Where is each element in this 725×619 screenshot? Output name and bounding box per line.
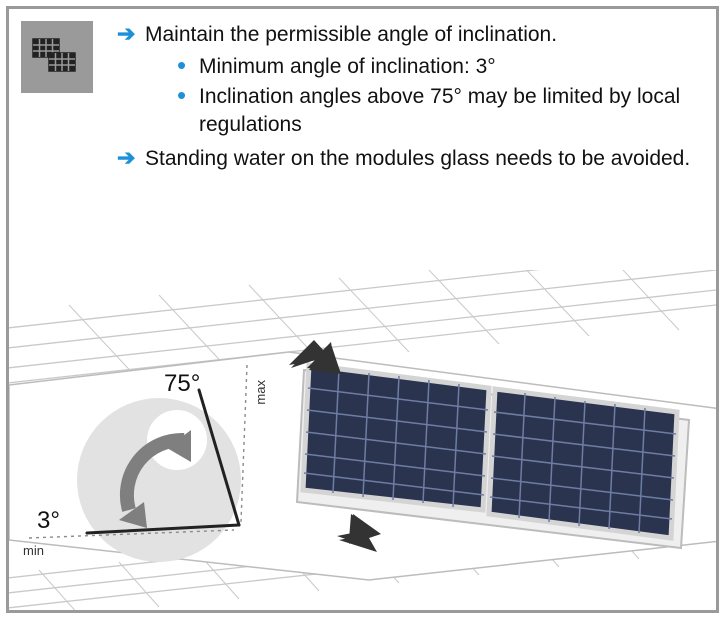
sub-bullet-list: • Minimum angle of inclination: 3° • Inc…	[177, 53, 698, 139]
bullet-arrow: ➔ Standing water on the modules glass ne…	[117, 145, 698, 173]
sub-bullet: • Minimum angle of inclination: 3°	[177, 53, 698, 81]
min-label: min	[23, 543, 44, 558]
bullet-text: Standing water on the modules glass need…	[145, 145, 690, 173]
dot-icon: •	[177, 53, 199, 77]
angle-max-label: 75°	[164, 370, 200, 398]
bullet-text: Maintain the permissible angle of inclin…	[145, 21, 557, 49]
inclination-diagram: 75° 3° min max	[9, 270, 716, 610]
angle-min-label: 3°	[37, 507, 60, 535]
arrow-right-icon: ➔	[117, 145, 145, 171]
instruction-text: ➔ Maintain the permissible angle of incl…	[117, 21, 698, 177]
dot-icon: •	[177, 83, 199, 107]
top-section: ➔ Maintain the permissible angle of incl…	[9, 9, 716, 185]
sub-bullet-text: Minimum angle of inclination: 3°	[199, 53, 496, 81]
instruction-card: ➔ Maintain the permissible angle of incl…	[6, 6, 719, 613]
sub-bullet: • Inclination angles above 75° may be li…	[177, 83, 698, 139]
arrow-right-icon: ➔	[117, 21, 145, 47]
bullet-arrow: ➔ Maintain the permissible angle of incl…	[117, 21, 698, 49]
solar-panels-icon	[21, 21, 93, 93]
sub-bullet-text: Inclination angles above 75° may be limi…	[199, 83, 698, 139]
max-label: max	[253, 380, 268, 405]
